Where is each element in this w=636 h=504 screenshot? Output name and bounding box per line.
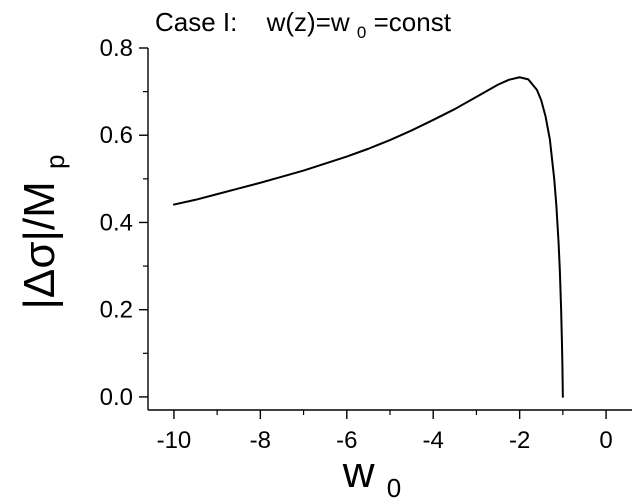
x-tick-label: -6 xyxy=(336,427,357,454)
x-tick-label: 0 xyxy=(599,427,612,454)
y-tick-label: 0.6 xyxy=(100,122,133,149)
y-tick-label: 0.4 xyxy=(100,209,133,236)
x-tick-label: -4 xyxy=(423,427,444,454)
x-tick-label: -8 xyxy=(250,427,271,454)
x-tick-label: -2 xyxy=(509,427,530,454)
chart-title: Case I: w(z)=w 0 =const xyxy=(155,7,452,44)
x-axis-label-subscript: 0 xyxy=(387,473,401,503)
y-axis-label-subscript: p xyxy=(40,155,70,169)
x-axis-ticks: -10 -8 -6 -4 -2 0 xyxy=(157,410,613,454)
title-expression-tail: =const xyxy=(374,7,452,37)
x-axis-label: w 0 xyxy=(342,448,401,503)
x-axis-label-main: w xyxy=(342,448,375,497)
series-line xyxy=(172,76,564,398)
series-layer xyxy=(172,76,564,398)
y-tick-label: 0.2 xyxy=(100,297,133,324)
y-tick-label: 0.0 xyxy=(100,384,133,411)
title-expression: w(z)=w xyxy=(266,7,350,37)
y-axis-label-main: |Δσ|/M xyxy=(15,181,64,309)
title-prefix: Case I: xyxy=(155,7,237,37)
title-expression-subscript: 0 xyxy=(357,23,366,42)
y-tick-label: 0.8 xyxy=(100,35,133,62)
x-tick-label: -10 xyxy=(157,427,192,454)
y-axis-ticks: 0.0 0.2 0.4 0.6 0.8 xyxy=(100,35,148,411)
y-axis-label: |Δσ|/M p xyxy=(15,155,70,310)
